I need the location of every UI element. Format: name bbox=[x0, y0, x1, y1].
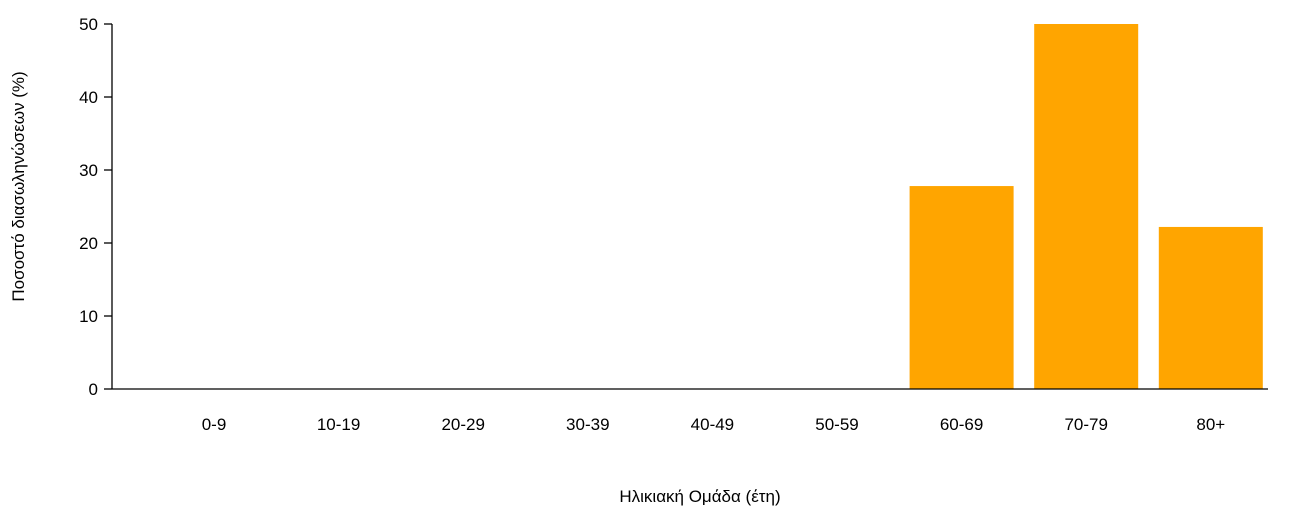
x-tick-label: 80+ bbox=[1196, 415, 1225, 434]
x-axis-title: Ηλικιακή Ομάδα (έτη) bbox=[619, 487, 780, 506]
x-tick-label: 50-59 bbox=[815, 415, 858, 434]
axes bbox=[111, 24, 1268, 390]
y-axis-title: Ποσοστό διασωληνώσεων (%) bbox=[9, 71, 28, 301]
x-tick-label: 30-39 bbox=[566, 415, 609, 434]
x-tick-labels: 0-9 10-19 20-29 30-39 40-49 50-59 60-69 70-79 80… bbox=[202, 415, 1226, 434]
x-tick-label: 60-69 bbox=[940, 415, 983, 434]
y-tick-label: 10 bbox=[79, 307, 98, 326]
y-tick-label: 40 bbox=[79, 88, 98, 107]
bar-80+ bbox=[1158, 226, 1263, 389]
bar-60-69 bbox=[909, 186, 1014, 389]
y-tick-label: 30 bbox=[79, 161, 98, 180]
x-tick-label: 0-9 bbox=[202, 415, 227, 434]
bars bbox=[909, 24, 1263, 389]
y-ticks: 0 10 20 30 40 50 bbox=[79, 15, 112, 399]
y-tick-label: 20 bbox=[79, 234, 98, 253]
y-tick-label: 0 bbox=[89, 380, 98, 399]
x-tick-label: 20-29 bbox=[441, 415, 484, 434]
x-tick-label: 70-79 bbox=[1064, 415, 1107, 434]
bar-70-79 bbox=[1034, 24, 1139, 389]
y-tick-label: 50 bbox=[79, 15, 98, 34]
x-tick-label: 40-49 bbox=[691, 415, 734, 434]
x-tick-label: 10-19 bbox=[317, 415, 360, 434]
